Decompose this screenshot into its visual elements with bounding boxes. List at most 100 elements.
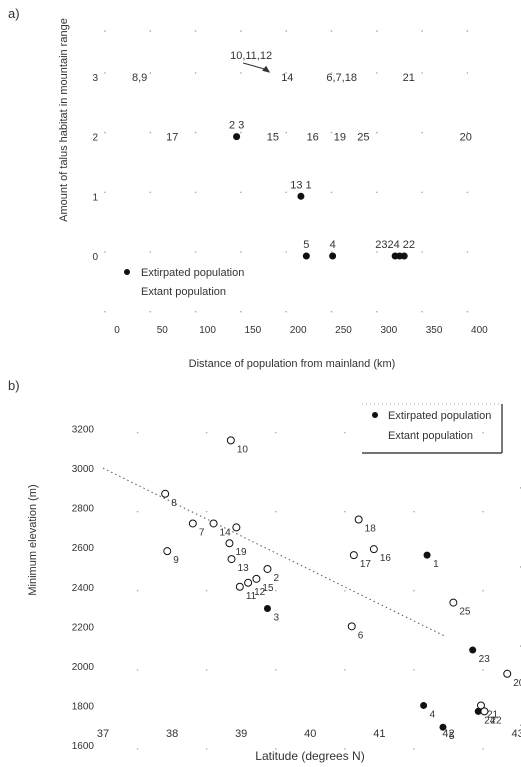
grid-dot — [104, 72, 106, 74]
panel-a: a) Amount of talus habitat in mountain r… — [8, 6, 488, 370]
panel-a-extant-labels: 8,9 14 6,7,18 21 17 15 16 19 25 20 — [132, 72, 472, 144]
grid-dot — [240, 72, 242, 74]
point-label: 24 — [484, 715, 496, 726]
grid-dot — [413, 431, 415, 434]
grid-dot — [240, 310, 242, 313]
extirpated-point — [400, 252, 408, 260]
extant-label: 21 — [403, 72, 415, 84]
extirpated-point — [233, 133, 241, 141]
grid-dot — [376, 72, 378, 74]
point-label: 12 — [254, 587, 266, 598]
grid-dot — [194, 131, 197, 134]
grid-dot — [413, 669, 415, 671]
annotation-label: 10,11,12 — [230, 50, 272, 62]
grid-dot — [274, 669, 277, 671]
grid-dot — [104, 131, 106, 134]
point-label: 13 — [238, 563, 250, 574]
grid-dot — [413, 589, 415, 592]
grid-dot — [104, 251, 106, 253]
x-tick-label: 43 — [511, 728, 521, 740]
extirpated-point — [329, 252, 337, 260]
extant-point — [226, 436, 235, 445]
extant-point — [163, 547, 172, 556]
panel-a-label: a) — [8, 6, 20, 21]
extirpated-point-label: 4 — [330, 239, 336, 251]
extant-point — [188, 519, 197, 528]
point-label: 17 — [360, 559, 372, 570]
grid-dot — [240, 131, 242, 134]
panel-b-label: b) — [8, 378, 20, 393]
panel-b-x-axis-title: Latitude (degrees N) — [255, 749, 364, 763]
x-tick-label: 250 — [335, 325, 352, 336]
point-label: 22 — [490, 715, 502, 726]
point-label: 14 — [220, 527, 232, 538]
grid-dot — [136, 589, 139, 592]
extant-point — [480, 707, 489, 716]
extirpated-point — [302, 252, 310, 260]
grid-dot — [149, 72, 152, 74]
grid-dot — [136, 510, 139, 513]
y-tick-label: 3200 — [72, 425, 95, 436]
extant-point — [449, 598, 458, 607]
panel-b-points: 1323424510871419139111215218171662520212… — [161, 436, 521, 742]
grid-dot — [149, 131, 152, 134]
extant-label: 16 — [307, 132, 319, 144]
extant-label: 17 — [166, 132, 178, 144]
point-label: 23 — [479, 654, 491, 665]
grid-dot — [344, 431, 346, 434]
extirpated-point — [263, 605, 271, 613]
y-tick-label: 0 — [92, 252, 98, 263]
grid-dot — [149, 191, 152, 194]
x-tick-label: 38 — [166, 728, 178, 740]
grid-dot — [330, 30, 333, 32]
grid-dot — [330, 131, 333, 134]
grid-dot — [104, 310, 106, 313]
extirpated-point — [420, 701, 428, 709]
x-tick-label: 350 — [426, 325, 443, 336]
grid-dot — [194, 251, 197, 253]
grid-dot — [344, 510, 346, 513]
legend-extirpated-label: Extirpated population — [388, 410, 491, 422]
point-label: 3 — [273, 613, 279, 624]
point-label: 7 — [199, 527, 205, 538]
grid-dot — [240, 191, 242, 194]
point-label: 6 — [358, 630, 364, 641]
grid-dot — [240, 251, 242, 253]
y-tick-label: 2200 — [72, 622, 95, 633]
grid-dot — [421, 131, 423, 134]
extirpated-point-label: 2324 22 — [375, 239, 415, 251]
extant-point — [354, 515, 363, 524]
panel-b-grid-dots — [136, 431, 521, 750]
panel-b-y-axis-title: Minimum elevation (m) — [27, 484, 39, 595]
grid-dot — [240, 30, 242, 32]
grid-dot — [285, 72, 288, 74]
extant-point — [503, 669, 512, 678]
grid-dot — [194, 30, 197, 32]
extirpated-point — [474, 707, 482, 715]
point-label: 10 — [237, 444, 249, 455]
extant-point — [252, 574, 261, 583]
grid-dot — [205, 589, 208, 592]
x-tick-label: 41 — [373, 728, 385, 740]
panel-b-x-ticks: 37 38 39 40 41 42 43 — [97, 728, 521, 740]
annotation-arrow-line — [242, 62, 268, 71]
panel-b-y-ticks: 1600 1800 2000 2200 2400 2600 2800 3000 3200 — [72, 425, 95, 752]
point-label: 8 — [171, 498, 177, 509]
panel-a-legend: Extirpated population Extant population — [124, 267, 244, 298]
grid-dot — [149, 30, 152, 32]
legend-extant-label: Extant population — [141, 286, 226, 298]
y-tick-label: 1800 — [72, 701, 95, 712]
point-label: 9 — [173, 555, 179, 566]
panel-b-legend: Extirpated population Extant population — [362, 403, 503, 454]
grid-dot — [104, 191, 106, 194]
y-tick-label: 2400 — [72, 583, 95, 594]
x-tick-label: 200 — [290, 325, 307, 336]
grid-dot — [482, 748, 484, 750]
grid-dot — [285, 310, 288, 313]
point-label: 20 — [513, 678, 521, 689]
point-label: 5 — [449, 731, 455, 742]
grid-dot — [482, 669, 484, 671]
extant-point — [225, 539, 234, 548]
extant-label: 6,7,18 — [326, 72, 357, 84]
grid-dot — [482, 510, 484, 513]
